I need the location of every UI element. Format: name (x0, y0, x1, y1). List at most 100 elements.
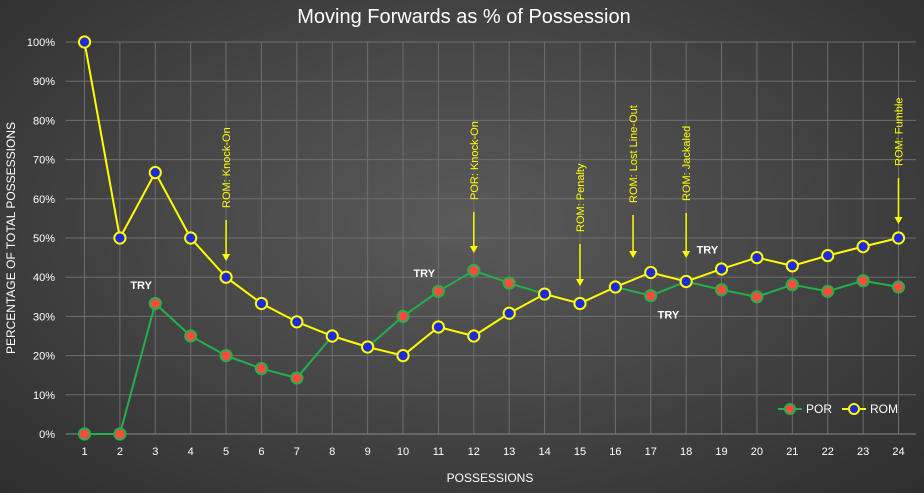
annotation: POR: Knock-On (469, 121, 481, 253)
annotation-arrow-head (469, 246, 478, 253)
series-por (77, 263, 906, 441)
point-por (502, 276, 516, 290)
x-tick-label: 18 (680, 446, 692, 458)
annotation-text: ROM: Knock-On (221, 127, 233, 208)
x-tick-label: 10 (397, 446, 409, 458)
annotation-text: ROM: Lost Line-Out (628, 105, 640, 203)
try-label: TRY (413, 268, 435, 280)
series-layer (77, 35, 906, 441)
point-rom (467, 329, 481, 343)
chart-title: Moving Forwards as % of Possession (297, 6, 630, 28)
x-tick-label: 19 (715, 446, 727, 458)
point-por (219, 349, 233, 363)
try-label: TRY (130, 280, 152, 292)
x-tick-label: 3 (152, 446, 158, 458)
point-rom (573, 296, 587, 311)
x-tick-label: 17 (645, 446, 657, 458)
point-rom (891, 231, 906, 245)
point-rom (113, 231, 127, 245)
point-por (856, 274, 870, 288)
point-rom (537, 287, 552, 301)
x-tick-label: 20 (751, 446, 763, 458)
y-tick-label: 60% (33, 194, 55, 206)
point-rom (431, 320, 446, 334)
x-tick-label: 9 (365, 446, 371, 458)
point-rom (644, 265, 658, 280)
legend[interactable]: POR ROM (778, 402, 898, 416)
point-por (148, 296, 162, 311)
annotation-arrow-head (682, 251, 691, 258)
x-tick-label: 16 (609, 446, 621, 458)
point-rom (750, 251, 764, 265)
x-tick-label: 24 (892, 446, 904, 458)
x-tick-label: 23 (857, 446, 869, 458)
legend-item-rom: ROM (842, 402, 898, 416)
point-rom (821, 249, 835, 263)
point-por (750, 290, 764, 304)
x-tick-label: 15 (574, 446, 586, 458)
point-por (785, 278, 799, 292)
y-tick-label: 0% (39, 429, 55, 441)
annotation-text: ROM: Fumble (894, 98, 906, 166)
point-rom (785, 259, 799, 273)
legend-item-por: POR (778, 402, 832, 416)
x-tick-label: 11 (433, 446, 444, 458)
point-rom (325, 329, 339, 343)
series-rom (77, 35, 906, 363)
point-rom (856, 240, 870, 254)
annotation: ROM: Jackaled (681, 126, 693, 258)
point-rom (290, 315, 304, 329)
point-rom (254, 296, 269, 311)
y-tick-label: 100% (27, 37, 55, 49)
legend-label-por: POR (806, 402, 832, 416)
try-label: TRY (658, 309, 680, 321)
annotation-text: ROM: Jackaled (681, 126, 693, 201)
legend-marker-por (784, 403, 796, 415)
legend-label-rom: ROM (870, 402, 898, 416)
annotation: ROM: Knock-On (221, 127, 233, 261)
point-rom (396, 349, 410, 363)
point-por (644, 289, 658, 303)
point-rom (361, 340, 375, 354)
annotation-arrow-head (222, 254, 231, 261)
point-rom (148, 165, 162, 180)
point-por (184, 329, 198, 343)
x-tick-label: 4 (188, 446, 194, 458)
line-por (84, 269, 899, 435)
y-tick-label: 40% (33, 272, 55, 284)
y-tick-label: 10% (33, 390, 55, 402)
point-por (290, 371, 304, 385)
point-por (467, 263, 481, 278)
point-por (254, 361, 269, 376)
point-rom (184, 231, 198, 245)
x-tick-label: 22 (822, 446, 834, 458)
try-label: TRY (697, 245, 719, 257)
point-rom (502, 306, 516, 320)
y-tick-label: 90% (33, 76, 55, 88)
x-tick-label: 7 (294, 446, 300, 458)
annotations: ROM: Knock-On POR: Knock-On ROM: Penalty RO… (130, 98, 905, 322)
point-por (821, 284, 835, 298)
point-rom (608, 280, 622, 294)
y-axis-label: PERCENTAGE OF TOTAL POSSESSIONS (4, 122, 18, 354)
point-por (891, 280, 906, 294)
x-tick-labels: 1 2 3 4 5 6 7 8 9 10 11 12 13 14 15 16 17 18 19 20 21 22 23 24 (81, 446, 904, 458)
annotation: ROM: Fumble (894, 98, 906, 224)
x-tick-label: 2 (117, 446, 123, 458)
annotation-text: ROM: Penalty (575, 163, 587, 232)
point-por (396, 309, 410, 323)
x-tick-label: 14 (538, 446, 550, 458)
annotation: ROM: Lost Line-Out (628, 105, 640, 258)
y-tick-label: 30% (33, 311, 55, 323)
y-tick-label: 20% (33, 351, 55, 363)
annotation-arrow-head (575, 279, 584, 286)
y-tick-label: 70% (33, 155, 55, 167)
x-tick-label: 13 (503, 446, 515, 458)
point-por (113, 427, 127, 441)
annotation-text: POR: Knock-On (469, 121, 481, 200)
annotation-arrow-head (629, 251, 638, 258)
point-por (714, 283, 729, 297)
point-por (77, 427, 92, 441)
y-tick-labels: 0% 10% 20% 30% 40% 50% 60% 70% 80% 90% 100% (27, 37, 55, 441)
